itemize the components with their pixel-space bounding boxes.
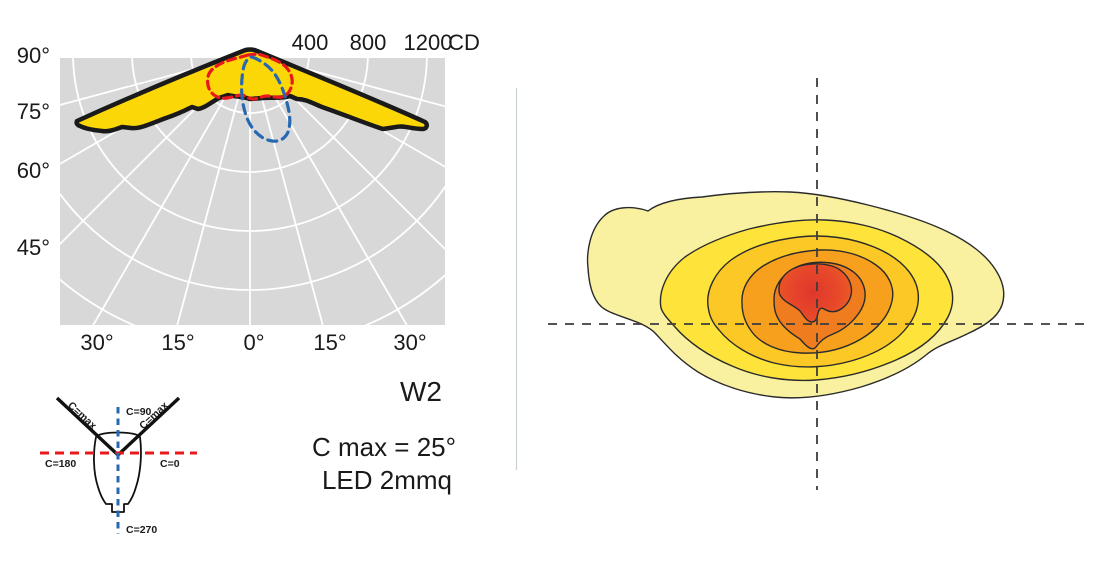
gamma-tick-bottom-15R: 15°	[313, 330, 346, 355]
cmax-left-label: C=max	[65, 400, 99, 433]
cmax-axis-right	[116, 396, 181, 457]
gamma-tick-bottom-30R: 30°	[393, 330, 426, 355]
cplane-schematic: C=max C=max C=90 C=270 C=180 C=0	[40, 396, 197, 536]
cd-unit-label: CD	[448, 30, 480, 55]
c0-c180-plane-curve	[206, 52, 294, 101]
gamma-tick-bottom-30L: 30°	[80, 330, 113, 355]
isocandela-contour-plot	[548, 78, 1085, 490]
gamma-tick-left-75: 75°	[17, 99, 50, 124]
gamma-tick-left-45: 45°	[17, 235, 50, 260]
cd-tick-1200: 1200	[404, 30, 453, 55]
c90-label: C=90	[126, 406, 152, 418]
led-spec: LED 2mmq	[322, 465, 452, 495]
polar-grid-radial	[251, 58, 408, 325]
gamma-tick-bottom-15L: 15°	[161, 330, 194, 355]
contour-level-6-core	[778, 263, 853, 323]
gamma-tick-left-60: 60°	[17, 158, 50, 183]
polar-grid-radial	[92, 58, 249, 325]
c0-label: C=0	[160, 458, 180, 470]
polar-grid-radial	[250, 58, 324, 325]
cd-tick-800: 800	[350, 30, 387, 55]
cmax-axis-left	[55, 396, 120, 457]
c-max-value: C max = 25°	[312, 432, 456, 462]
polar-grid-radial	[176, 58, 250, 325]
spec-text-block: W2 C max = 25° LED 2mmq	[312, 376, 456, 495]
cmax-plane-curve	[74, 47, 429, 134]
cd-tick-400: 400	[292, 30, 329, 55]
distribution-code: W2	[400, 376, 442, 407]
c90-c270-plane-curve	[240, 55, 292, 143]
polar-photometric-chart: 400 800 1200 CD 90° 75° 60° 45° 30° 15° …	[17, 30, 480, 355]
c270-label: C=270	[126, 524, 157, 536]
gamma-tick-left-90: 90°	[17, 43, 50, 68]
c180-label: C=180	[45, 458, 76, 470]
gamma-tick-bottom-0: 0°	[243, 330, 264, 355]
